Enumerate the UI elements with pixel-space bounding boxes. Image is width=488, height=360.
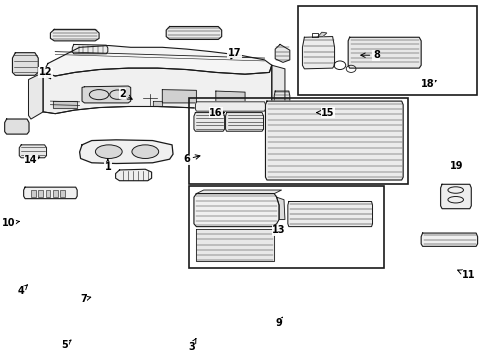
Polygon shape <box>43 45 271 76</box>
Polygon shape <box>115 169 151 181</box>
Polygon shape <box>12 53 38 75</box>
Ellipse shape <box>95 145 122 158</box>
Polygon shape <box>276 197 285 220</box>
Polygon shape <box>53 101 77 108</box>
Polygon shape <box>265 101 402 180</box>
Polygon shape <box>317 32 326 37</box>
Text: 4: 4 <box>18 285 27 296</box>
Polygon shape <box>440 184 470 209</box>
Text: 12: 12 <box>39 67 52 79</box>
Bar <box>31 190 36 197</box>
Polygon shape <box>302 37 334 69</box>
Text: 11: 11 <box>457 270 475 280</box>
Polygon shape <box>43 65 271 114</box>
Polygon shape <box>225 113 263 131</box>
Text: 6: 6 <box>183 154 200 164</box>
Bar <box>189 98 407 184</box>
Text: 8: 8 <box>360 50 379 60</box>
Text: 17: 17 <box>227 48 241 59</box>
Text: 18: 18 <box>420 79 435 89</box>
Polygon shape <box>23 187 77 199</box>
Polygon shape <box>80 140 173 163</box>
Bar <box>45 190 50 197</box>
Polygon shape <box>166 27 221 40</box>
Text: 15: 15 <box>316 108 334 118</box>
Bar <box>189 186 383 268</box>
Bar <box>60 190 65 197</box>
Text: 16: 16 <box>209 108 224 118</box>
Text: 3: 3 <box>188 338 196 352</box>
Text: 19: 19 <box>449 161 463 171</box>
Polygon shape <box>194 194 279 226</box>
Polygon shape <box>162 90 196 103</box>
Polygon shape <box>196 229 274 261</box>
Polygon shape <box>420 233 477 246</box>
Polygon shape <box>72 44 108 54</box>
Polygon shape <box>347 37 420 68</box>
Text: 5: 5 <box>61 340 71 350</box>
Polygon shape <box>5 119 29 134</box>
Bar <box>297 6 476 95</box>
Text: 14: 14 <box>24 155 40 165</box>
Polygon shape <box>82 86 130 103</box>
Polygon shape <box>195 102 265 111</box>
Text: 2: 2 <box>119 89 132 99</box>
Polygon shape <box>19 145 46 158</box>
Ellipse shape <box>132 145 158 158</box>
Bar <box>38 190 43 197</box>
Text: 1: 1 <box>104 159 111 172</box>
Text: 7: 7 <box>80 294 91 304</box>
Text: 10: 10 <box>2 218 20 228</box>
Text: 9: 9 <box>275 317 282 328</box>
Polygon shape <box>28 72 43 119</box>
Polygon shape <box>196 190 281 194</box>
Polygon shape <box>275 44 289 62</box>
Polygon shape <box>274 91 289 104</box>
Polygon shape <box>215 91 244 103</box>
Text: 13: 13 <box>272 225 285 235</box>
Polygon shape <box>50 30 99 41</box>
Bar <box>53 190 58 197</box>
Polygon shape <box>287 202 372 226</box>
Polygon shape <box>152 101 162 107</box>
Polygon shape <box>271 65 285 108</box>
Polygon shape <box>194 113 224 131</box>
